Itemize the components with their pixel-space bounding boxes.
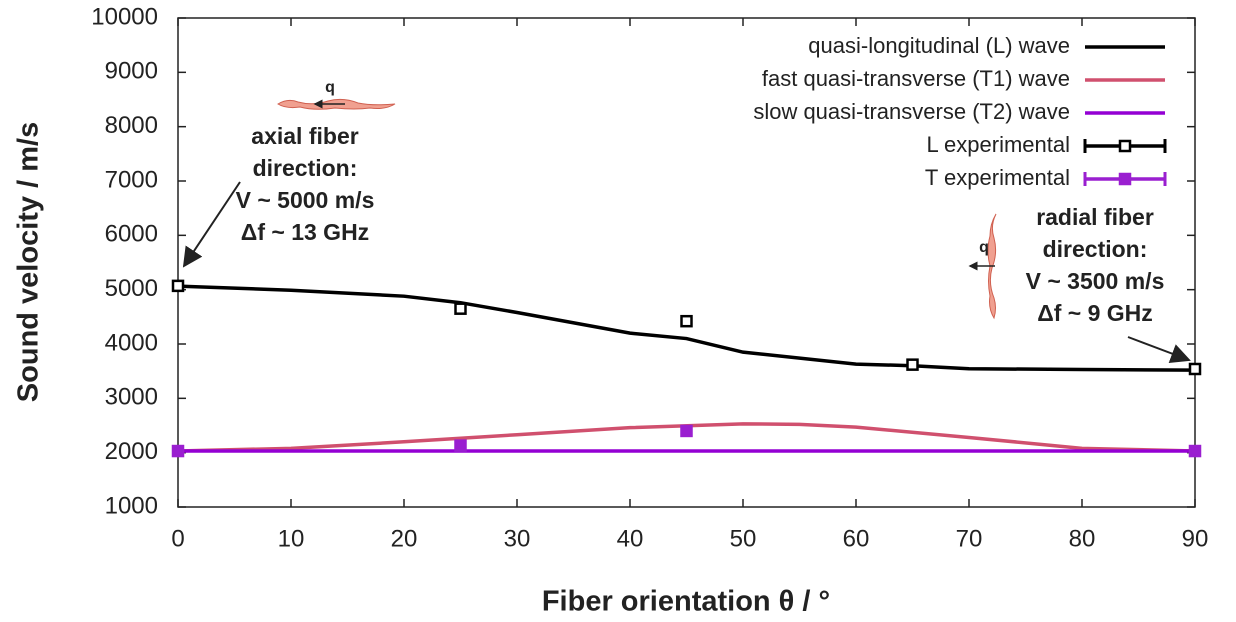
annotation: radial fiber [1036, 204, 1154, 230]
y-tick-label: 2000 [105, 438, 158, 465]
y-tick-label: 9000 [105, 58, 158, 85]
line-series [177, 422, 1196, 453]
x-tick-label: 30 [504, 525, 531, 552]
data-point [171, 279, 185, 293]
y-tick-label: 1000 [105, 492, 158, 519]
y-tick-label: 6000 [105, 221, 158, 248]
x-tick-label: 60 [843, 525, 870, 552]
data-point [906, 358, 919, 371]
annotation: direction: [253, 155, 358, 181]
data-point [1188, 444, 1202, 458]
data-point [680, 424, 693, 438]
y-axis-label: Sound velocity / m/s [13, 122, 45, 402]
line-series [177, 284, 1196, 372]
x-tick-label: 40 [617, 525, 644, 552]
y-tick-label: 7000 [105, 166, 158, 193]
legend-swatch [1118, 139, 1132, 153]
x-tick-label: 70 [956, 525, 983, 552]
x-tick-label: 20 [391, 525, 418, 552]
data-point [171, 444, 185, 458]
plot-border [177, 17, 1196, 508]
annotation: Δf ~ 13 GHz [241, 219, 369, 245]
annotation: Δf ~ 9 GHz [1037, 300, 1153, 326]
annotation-arrow [1127, 336, 1191, 364]
legend-swatch [1118, 172, 1132, 186]
x-tick-label: 80 [1069, 525, 1096, 552]
legend-label: quasi-longitudinal (L) wave [808, 33, 1070, 58]
legend-label: T experimental [925, 165, 1070, 190]
y-tick-label: 3000 [105, 384, 158, 411]
annotation: q [325, 79, 335, 96]
annotation: q [979, 239, 989, 256]
data-point [454, 439, 467, 452]
y-tick-label: 4000 [105, 329, 158, 356]
data-point [680, 314, 693, 328]
legend-label: L experimental [927, 132, 1070, 157]
y-tick-label: 8000 [105, 112, 158, 139]
annotation: axial fiber [251, 123, 358, 149]
annotation: V ~ 5000 m/s [236, 187, 375, 213]
legend-label: fast quasi-transverse (T1) wave [762, 66, 1070, 91]
annotation: V ~ 3500 m/s [1026, 268, 1165, 294]
y-tick-label: 10000 [91, 3, 158, 30]
x-tick-label: 90 [1182, 525, 1209, 552]
y-tick-label: 5000 [105, 275, 158, 302]
x-tick-label: 0 [171, 525, 184, 552]
x-tick-label: 10 [278, 525, 305, 552]
x-axis-label: Fiber orientation θ / ° [542, 586, 830, 618]
annotation-arrow [182, 181, 241, 268]
x-tick-label: 50 [730, 525, 757, 552]
data-point [1188, 362, 1202, 376]
annotation: direction: [1043, 236, 1148, 262]
legend-label: slow quasi-transverse (T2) wave [753, 99, 1070, 124]
data-point [454, 302, 467, 315]
